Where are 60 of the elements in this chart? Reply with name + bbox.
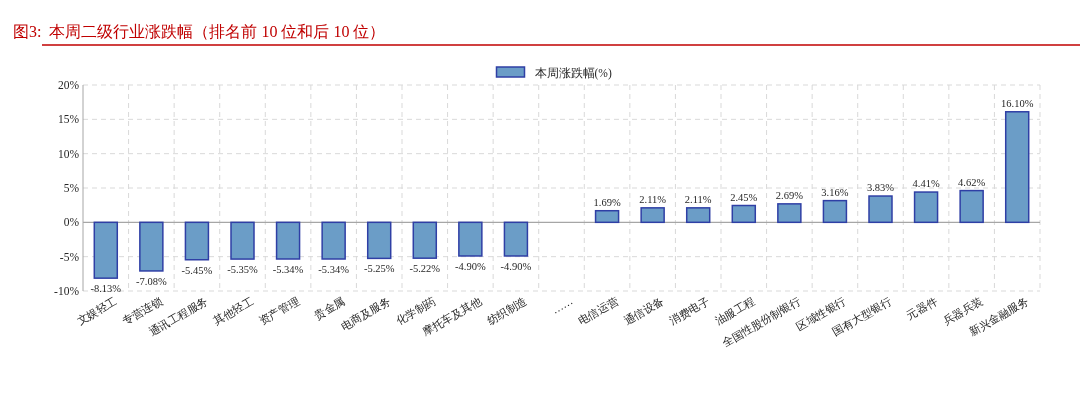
data-label: -5.34% (272, 264, 304, 275)
y-tick-label: 5% (63, 182, 80, 194)
x-tick-label: 贵金属 (312, 294, 347, 322)
bar (913, 191, 939, 224)
x-tick-label: 电信运营 (575, 294, 621, 327)
data-label: 4.41% (912, 178, 940, 190)
bar (685, 207, 711, 224)
data-label: 2.11% (639, 193, 667, 205)
x-tick-label: 资产管理 (256, 294, 302, 327)
data-label: -4.90% (455, 260, 486, 272)
bar (1004, 111, 1030, 224)
data-label: -5.45% (181, 264, 213, 276)
data-label: -5.25% (363, 263, 395, 275)
data-label: -5.22% (409, 263, 441, 275)
y-tick-label: 10% (57, 147, 80, 160)
data-label: -7.08% (136, 275, 167, 287)
bar (458, 221, 483, 257)
bar (503, 221, 529, 257)
bar (822, 199, 848, 224)
x-tick-label: 通信设备 (621, 294, 666, 327)
y-tick-label: 0% (63, 216, 80, 229)
bar (184, 221, 210, 261)
bar (321, 221, 346, 260)
data-label: 2.69% (775, 189, 804, 201)
bar (640, 207, 665, 224)
y-tick-label: 20% (57, 79, 80, 91)
data-label: 2.45% (730, 191, 758, 203)
legend-label: 本周涨跌幅(%) (534, 67, 612, 80)
bar (594, 209, 620, 224)
bar (230, 221, 255, 260)
bar (868, 195, 893, 224)
data-label: -8.13% (90, 283, 122, 295)
y-tick-label: -10% (54, 285, 80, 297)
x-tick-label: …… (549, 294, 575, 316)
y-tick-label: -5% (59, 250, 80, 263)
bar (93, 221, 119, 279)
legend: 本周涨跌幅(%) (495, 66, 612, 79)
bar (959, 189, 984, 224)
x-tick-label: 消费电子 (667, 294, 712, 327)
bar (139, 221, 164, 272)
y-tick-label: 15% (57, 113, 80, 126)
data-label: -4.90% (500, 260, 532, 272)
data-label: -5.34% (318, 264, 350, 275)
data-label: 3.83% (866, 182, 895, 194)
bar (366, 221, 392, 260)
data-label: 16.10% (1001, 97, 1034, 109)
data-label: 3.16% (821, 186, 849, 198)
bar (731, 204, 757, 224)
x-tick-label: 其他轻工 (211, 294, 256, 327)
x-tick-label: 纺织制造 (484, 294, 529, 327)
bar (275, 221, 301, 260)
data-label: -5.35% (227, 264, 259, 276)
x-tick-label: 文娱轻工 (74, 294, 119, 327)
title: 图3: 本周二级行业涨跌幅（排名前 10 位和后 10 位） (13, 23, 386, 40)
data-label: 4.62% (958, 176, 986, 188)
x-tick-label: 元器件 (904, 294, 940, 322)
data-label: 1.69% (593, 196, 621, 208)
data-label: 2.11% (684, 193, 712, 205)
bar (412, 221, 438, 259)
bar (777, 203, 802, 224)
